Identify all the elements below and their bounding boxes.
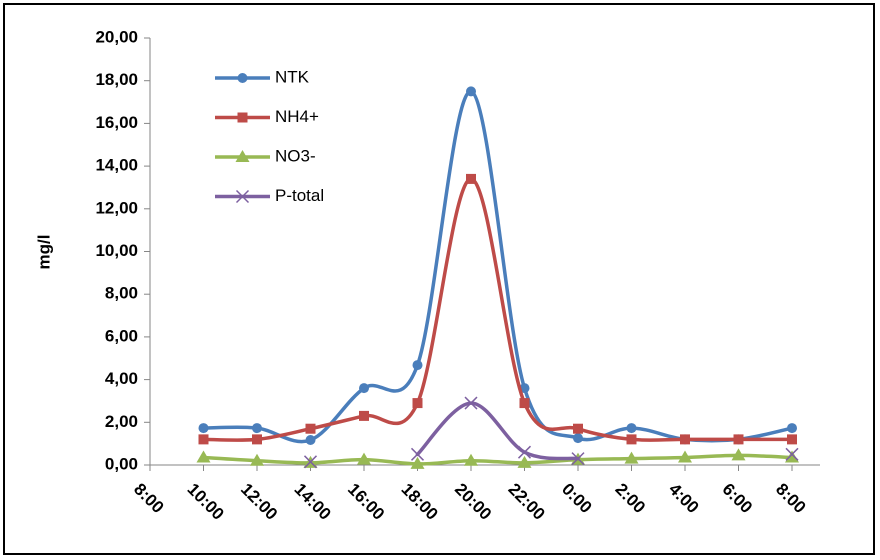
data-point	[680, 434, 690, 445]
y-tick-label: 0,00	[105, 454, 138, 473]
data-point	[305, 435, 316, 446]
y-tick-label: 4,00	[105, 369, 138, 388]
legend-label: NO3-	[275, 146, 316, 165]
data-point	[305, 423, 316, 434]
data-point	[785, 447, 799, 461]
data-point	[410, 456, 425, 469]
data-point	[464, 453, 478, 466]
y-tick-label: 18,00	[95, 70, 138, 89]
data-point	[466, 86, 476, 97]
data-point	[517, 455, 532, 468]
legend-label: NTK	[275, 67, 310, 86]
legend-marker	[237, 112, 248, 123]
data-point	[464, 396, 478, 410]
data-point	[733, 434, 744, 445]
data-point	[626, 434, 637, 445]
legend-label: NH4+	[275, 107, 319, 126]
legend-label: P-total	[275, 186, 324, 205]
data-point	[624, 451, 639, 464]
y-tick-label: 12,00	[95, 198, 138, 217]
data-point	[571, 452, 585, 466]
data-point	[357, 452, 371, 465]
data-point	[196, 450, 211, 463]
data-point	[250, 453, 264, 466]
y-tick-label: 6,00	[105, 326, 138, 345]
y-tick-label: 20,00	[95, 27, 138, 46]
y-tick-label: 10,00	[95, 241, 138, 260]
data-point	[519, 398, 530, 409]
series-line	[201, 453, 794, 466]
y-tick-label: 16,00	[95, 113, 138, 132]
data-point	[198, 434, 209, 445]
data-point	[787, 434, 797, 445]
data-point	[573, 423, 583, 434]
data-point	[731, 448, 746, 461]
data-point	[359, 383, 369, 394]
legend-marker	[235, 150, 250, 162]
data-point	[787, 423, 797, 434]
data-point	[517, 445, 532, 459]
data-point	[198, 423, 209, 434]
legend-marker	[235, 189, 250, 204]
legend-marker	[237, 73, 248, 83]
data-point	[466, 173, 476, 184]
data-point	[678, 450, 692, 463]
series-line	[201, 89, 794, 444]
data-point	[410, 447, 425, 461]
y-tick-label: 14,00	[95, 156, 138, 175]
data-point	[359, 410, 369, 421]
data-point	[303, 455, 318, 469]
data-point	[412, 360, 423, 371]
data-point	[252, 423, 262, 434]
y-tick-label: 8,00	[105, 284, 138, 303]
data-point	[785, 450, 799, 463]
y-axis-label: mg/l	[34, 235, 53, 270]
data-point	[412, 398, 423, 409]
data-point	[252, 434, 262, 445]
y-tick-label: 2,00	[105, 412, 138, 431]
data-point	[626, 423, 637, 434]
data-point	[573, 433, 583, 444]
